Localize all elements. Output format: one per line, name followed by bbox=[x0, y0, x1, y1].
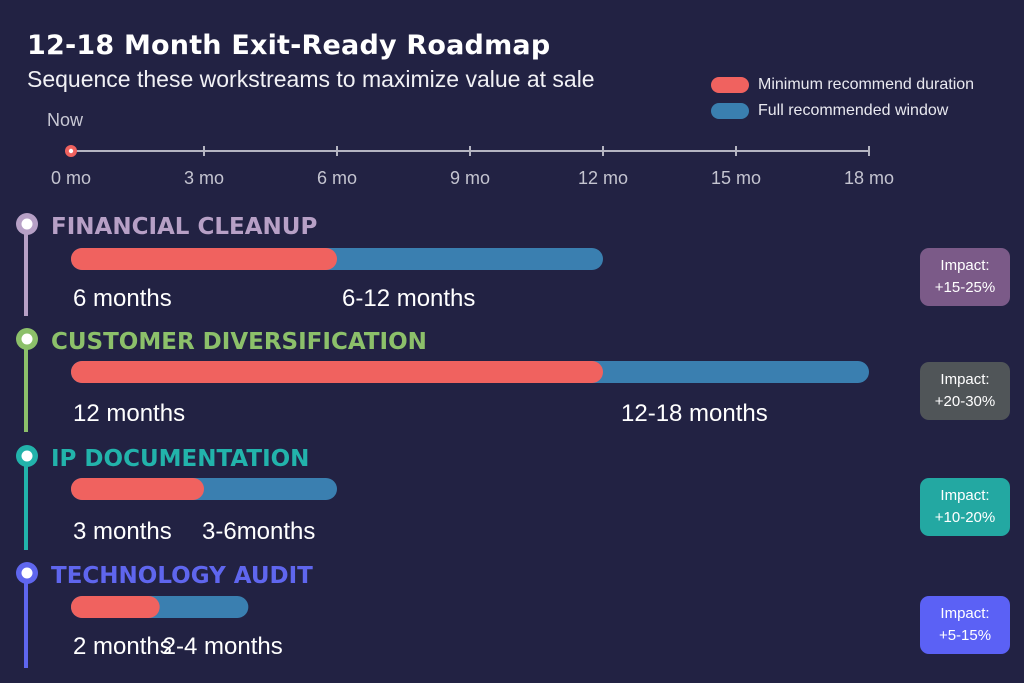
x-tick-label: 0 mo bbox=[51, 168, 91, 188]
impact-label: Impact: bbox=[940, 371, 990, 388]
impact-badge: Impact: +20-30% bbox=[920, 362, 1010, 420]
impact-value: +20-30% bbox=[934, 393, 996, 410]
legend-swatch-min bbox=[711, 77, 749, 93]
impact-label: Impact: bbox=[940, 487, 990, 504]
bar-full-label: 2-4 months bbox=[163, 633, 283, 660]
timeline-node-center bbox=[21, 218, 33, 230]
legend-label-full: Full recommended window bbox=[758, 102, 949, 119]
bar-min-label: 2 months bbox=[73, 633, 172, 660]
x-tick-label: 12 mo bbox=[578, 168, 628, 188]
now-label: Now bbox=[47, 110, 84, 130]
timeline-node-center bbox=[21, 450, 33, 462]
bar-minimum-duration bbox=[71, 478, 204, 500]
bar-minimum-duration bbox=[71, 361, 603, 383]
bar-full-label: 6-12 months bbox=[342, 285, 475, 312]
workstream-title: IP DOCUMENTATION bbox=[51, 446, 309, 472]
impact-value: +15-25% bbox=[934, 279, 996, 296]
legend-label-min: Minimum recommend duration bbox=[758, 76, 975, 93]
impact-value: +10-20% bbox=[934, 509, 996, 526]
bar-full-label: 3-6months bbox=[202, 518, 315, 545]
bar-minimum-duration bbox=[71, 248, 337, 270]
impact-badge: Impact: +15-25% bbox=[920, 248, 1010, 306]
chart-subtitle: Sequence these workstreams to maximize v… bbox=[27, 66, 595, 92]
x-tick-label: 3 mo bbox=[184, 168, 224, 188]
workstream-title: FINANCIAL CLEANUP bbox=[51, 214, 317, 240]
impact-label: Impact: bbox=[940, 605, 990, 622]
bar-full-label: 12-18 months bbox=[621, 400, 768, 427]
workstream-title: TECHNOLOGY AUDIT bbox=[51, 563, 313, 589]
workstream-title: CUSTOMER DIVERSIFICATION bbox=[51, 329, 427, 355]
legend-swatch-full bbox=[711, 103, 749, 119]
x-tick-label: 18 mo bbox=[844, 168, 894, 188]
x-tick-label: 6 mo bbox=[317, 168, 357, 188]
x-tick-label: 9 mo bbox=[450, 168, 490, 188]
bar-min-label: 3 months bbox=[73, 518, 172, 545]
timeline-node-center bbox=[21, 333, 33, 345]
now-marker-center bbox=[68, 148, 74, 154]
bar-min-label: 12 months bbox=[73, 400, 185, 427]
bar-minimum-duration bbox=[71, 596, 160, 618]
impact-value: +5-15% bbox=[938, 627, 992, 644]
chart-title: 12-18 Month Exit-Ready Roadmap bbox=[27, 30, 551, 61]
impact-badge: Impact: +5-15% bbox=[920, 596, 1010, 654]
impact-badge: Impact: +10-20% bbox=[920, 478, 1010, 536]
x-tick-label: 15 mo bbox=[711, 168, 761, 188]
timeline-node-center bbox=[21, 567, 33, 579]
impact-label: Impact: bbox=[940, 257, 990, 274]
bar-min-label: 6 months bbox=[73, 285, 172, 312]
